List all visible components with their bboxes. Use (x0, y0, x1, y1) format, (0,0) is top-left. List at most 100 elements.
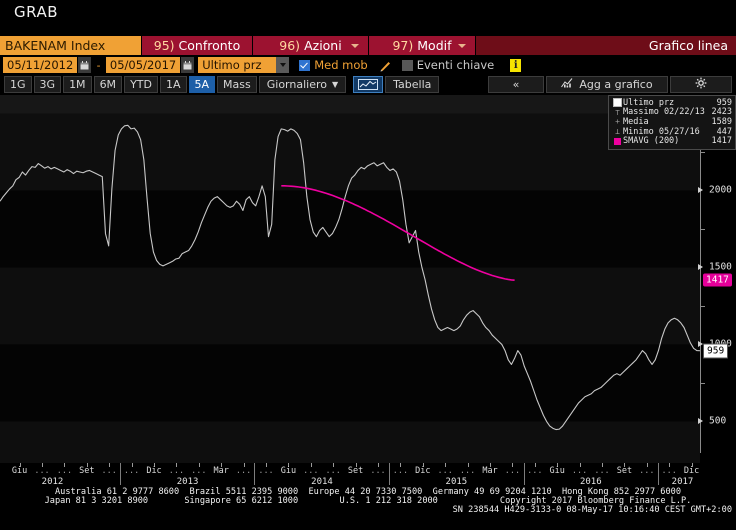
period-button-label: 1G (10, 78, 26, 91)
legend-marker-icon: ⊥ (615, 127, 620, 137)
x-axis-year-label: 2015 (445, 477, 468, 487)
x-axis-tick (243, 463, 245, 467)
period-button-5a[interactable]: 5A (188, 76, 216, 93)
x-axis-tick-label: ... (594, 466, 610, 476)
x-axis-tick-label: ... (56, 466, 73, 476)
x-axis-tick-label: ... (392, 466, 409, 476)
period-button-1a[interactable]: 1A (159, 76, 187, 93)
page-title: GRAB (14, 3, 58, 21)
date-to-value: 05/05/2017 (109, 58, 177, 72)
x-axis-tick (109, 463, 111, 467)
line-chart-icon[interactable] (353, 76, 384, 93)
x-axis-tick (333, 463, 335, 467)
x-axis-tick-label: ... (437, 466, 453, 476)
y-axis-tick-minor (700, 228, 705, 230)
y-axis-tick-label: 1500 (709, 261, 732, 273)
y-axis: 50010001500200025001417959 (698, 95, 736, 463)
period-button-3g[interactable]: 3G (33, 76, 62, 93)
confronto-button[interactable]: 95) Confronto (141, 36, 252, 55)
legend-series-value: 2423 (711, 107, 732, 118)
x-axis-tick-label: ... (101, 466, 117, 476)
legend-series-name: Massimo 02/22/13 (623, 107, 705, 118)
period-button-label: 1M (69, 78, 86, 91)
toolbar-row-primary: BAKENAM Index 95) Confronto 96) Azioni 9… (0, 36, 736, 55)
x-axis-tick (422, 463, 424, 467)
x-axis-year-separator (658, 463, 659, 485)
calendar-icon[interactable] (181, 57, 195, 73)
x-axis-tick-label: ... (325, 466, 341, 476)
price-field-select[interactable]: Ultimo prz (198, 57, 277, 73)
info-icon[interactable]: i (510, 58, 522, 72)
frequency-value: Giornaliero (266, 78, 327, 91)
period-button-1m[interactable]: 1M (63, 76, 92, 93)
x-axis-tick (310, 463, 312, 467)
x-axis-tick-label: Giu (280, 466, 297, 476)
frequency-select[interactable]: Giornaliero ▼ (258, 76, 347, 93)
chart-band (0, 267, 700, 345)
x-axis-tick-label: ... (504, 466, 521, 476)
period-button-mass[interactable]: Mass (217, 76, 257, 93)
x-axis-tick-label: Dic (415, 466, 431, 476)
azioni-button[interactable]: 96) Azioni (252, 36, 368, 55)
eventi-chiave-checkbox[interactable] (401, 59, 413, 71)
ticker-input[interactable]: BAKENAM Index (0, 36, 141, 55)
chart-plot[interactable] (0, 95, 700, 463)
x-axis-tick-label: ... (370, 466, 386, 476)
x-axis-tick (624, 463, 626, 467)
period-button-ytd[interactable]: YTD (124, 76, 158, 93)
x-axis-tick (355, 463, 357, 467)
legend-marker-icon (612, 137, 623, 145)
chevron-down-icon[interactable] (276, 57, 290, 73)
x-axis-tick (691, 463, 693, 467)
tabella-label: Tabella (393, 78, 432, 91)
period-button-group: 1G 3G 1M 6M YTD 1A 5A Mass (4, 76, 259, 93)
tabella-button[interactable]: Tabella (385, 76, 440, 93)
date-to-input[interactable]: 05/05/2017 (105, 57, 181, 73)
x-axis-tick-label: Mar (482, 466, 498, 476)
chart-band (0, 190, 700, 268)
x-axis-tick (669, 463, 671, 467)
x-axis-tick-label: Set (347, 466, 364, 476)
modif-button[interactable]: 97) Modif (368, 36, 475, 55)
pencil-icon[interactable] (378, 58, 392, 72)
date-from-input[interactable]: 05/11/2012 (3, 57, 78, 73)
chart-band-top (0, 95, 700, 114)
legend-marker-icon (612, 98, 623, 108)
legend-row: ⊥ Minimo 05/27/16 447 (612, 127, 732, 137)
legend-row: + Media 1589 (612, 117, 732, 127)
y-axis-tick-label: 2000 (709, 184, 732, 196)
legend-series-value: 959 (716, 97, 732, 108)
chart-band (0, 344, 700, 422)
x-axis-tick (445, 463, 447, 467)
legend-row: SMAVG (200) 1417 (612, 136, 732, 146)
x-axis-tick (64, 463, 66, 467)
agg-a-grafico-button[interactable]: Agg a grafico (546, 76, 668, 93)
modif-number: 97) (392, 38, 414, 53)
y-axis-tick-label: 500 (709, 415, 727, 427)
y-axis-tick-major (698, 264, 703, 271)
settings-button[interactable] (670, 76, 732, 93)
x-axis-tick (534, 463, 536, 467)
legend-row: ⊤ Massimo 02/22/13 2423 (612, 107, 732, 118)
chart-type-label: Grafico linea (475, 36, 736, 55)
x-axis-tick (400, 463, 402, 467)
chevron-down-icon: ▼ (332, 80, 339, 89)
x-axis-tick (86, 463, 88, 467)
med-mob-checkbox[interactable] (299, 59, 311, 71)
calendar-icon[interactable] (78, 57, 92, 73)
chevron-down-icon (351, 43, 359, 48)
period-button-1g[interactable]: 1G (4, 76, 32, 93)
x-axis-tick-label: ... (661, 466, 677, 476)
period-button-6m[interactable]: 6M (93, 76, 123, 93)
x-axis-tick (579, 463, 581, 467)
x-axis-tick (602, 463, 603, 467)
x-axis-tick (221, 463, 223, 467)
legend-series-name: SMAVG (200) (623, 136, 680, 147)
x-axis-tick-label: Set (79, 466, 95, 476)
x-axis-year-label: 2017 (671, 477, 694, 487)
collapse-button[interactable]: « (488, 76, 544, 93)
legend-row: Ultimo prz 959 (612, 98, 732, 108)
chart-legend[interactable]: Ultimo prz 959 ⊤ Massimo 02/22/13 2423 + Media… (608, 95, 736, 150)
footer: Australia 61 2 9777 8600 Brazil 5511 239… (0, 487, 736, 517)
